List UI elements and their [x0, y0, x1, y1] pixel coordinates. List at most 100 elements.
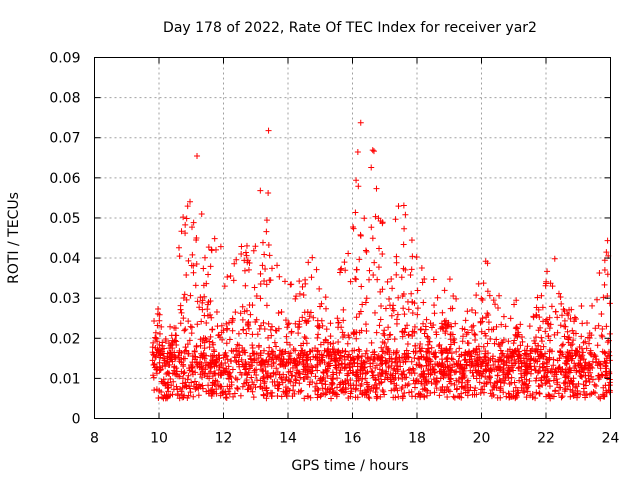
data-point — [590, 389, 597, 396]
data-point — [327, 349, 334, 356]
data-point — [391, 365, 398, 372]
data-point — [471, 330, 478, 337]
data-point — [300, 366, 307, 373]
data-point — [289, 393, 296, 400]
data-point — [358, 327, 365, 334]
data-point — [188, 379, 195, 386]
data-point — [400, 265, 407, 272]
data-point — [436, 341, 443, 348]
data-point — [201, 371, 208, 378]
data-point — [535, 342, 542, 349]
data-point — [479, 297, 486, 304]
data-point — [259, 262, 266, 269]
data-point — [265, 242, 272, 249]
data-point — [417, 394, 424, 401]
data-point — [348, 388, 355, 395]
data-point — [546, 392, 553, 399]
data-point — [474, 357, 481, 364]
data-point — [191, 378, 198, 385]
data-point — [498, 357, 505, 364]
data-point — [514, 353, 521, 360]
data-point — [362, 358, 369, 365]
data-point — [250, 247, 257, 254]
data-point — [204, 301, 211, 308]
data-point — [257, 295, 264, 302]
data-point — [180, 315, 187, 322]
data-point — [330, 340, 337, 347]
data-point — [431, 302, 438, 309]
y-tick-label: 0.09 — [49, 51, 80, 67]
data-point — [604, 237, 611, 244]
y-tick-label: 0.08 — [49, 91, 80, 107]
data-point — [251, 284, 258, 291]
data-point — [174, 373, 181, 380]
data-point — [334, 384, 341, 391]
data-point — [205, 271, 212, 278]
data-point — [392, 216, 399, 223]
data-point — [490, 383, 497, 390]
y-tick-labels: 0 0.01 0.02 0.03 0.04 0.05 0.06 0.07 0.08 0.09 — [49, 51, 80, 428]
data-point — [355, 354, 362, 361]
data-point — [483, 367, 490, 374]
data-point — [546, 393, 553, 400]
data-point — [209, 339, 216, 346]
data-point — [373, 185, 380, 192]
data-point — [400, 305, 407, 312]
data-point — [595, 322, 602, 329]
data-point — [432, 354, 439, 361]
data-point — [273, 327, 280, 334]
data-point — [266, 344, 273, 351]
data-point — [530, 356, 537, 363]
data-point — [378, 369, 385, 376]
data-point — [537, 346, 544, 353]
data-point — [363, 295, 370, 302]
data-point — [526, 377, 533, 384]
data-point — [292, 376, 299, 383]
data-point — [599, 325, 606, 332]
data-point — [192, 386, 199, 393]
data-point — [307, 309, 314, 316]
data-point — [482, 332, 489, 339]
data-point — [463, 359, 470, 366]
data-point — [167, 375, 174, 382]
data-point — [217, 334, 224, 341]
data-point — [173, 341, 180, 348]
data-point — [239, 344, 246, 351]
data-point — [533, 304, 540, 311]
data-point — [561, 333, 568, 340]
data-point — [541, 372, 548, 379]
data-point — [169, 337, 176, 344]
data-point — [246, 302, 253, 309]
data-point — [533, 312, 540, 319]
data-point — [268, 332, 275, 339]
data-point — [418, 264, 425, 271]
data-point — [190, 269, 197, 276]
data-point — [328, 379, 335, 386]
data-point — [561, 388, 568, 395]
data-point — [390, 302, 397, 309]
data-point — [482, 374, 489, 381]
data-point — [306, 381, 313, 388]
data-point — [299, 283, 306, 290]
data-point — [409, 332, 416, 339]
data-point — [244, 321, 251, 328]
data-point — [579, 352, 586, 359]
data-point — [451, 336, 458, 343]
data-point — [223, 365, 230, 372]
data-point — [213, 308, 220, 315]
data-point — [556, 364, 563, 371]
data-point — [433, 385, 440, 392]
data-point — [447, 305, 454, 312]
data-point — [180, 361, 187, 368]
data-point — [310, 314, 317, 321]
data-point — [562, 360, 569, 367]
data-point — [548, 303, 555, 310]
grid-lines — [94, 57, 611, 419]
data-point — [354, 353, 361, 360]
data-point — [491, 340, 498, 347]
data-point — [391, 336, 398, 343]
data-point — [237, 392, 244, 399]
data-point — [405, 381, 412, 388]
data-point — [265, 189, 272, 196]
data-point — [334, 315, 341, 322]
